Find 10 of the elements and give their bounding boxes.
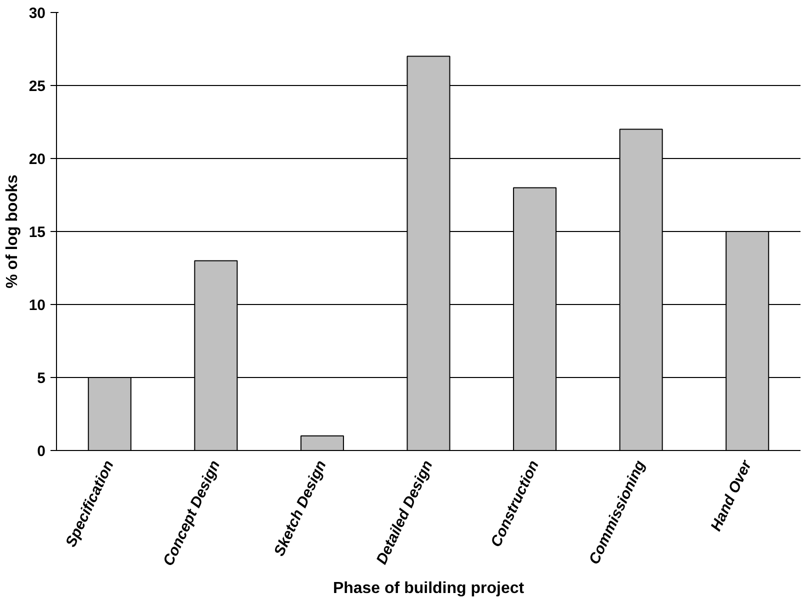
y-tick-label: 30 [28,5,46,22]
y-tick-label: 20 [28,151,46,168]
x-axis-title: Phase of building project [332,580,525,598]
y-tick-label: 10 [28,297,46,314]
x-tick-label: Hand Over [708,456,756,534]
y-tick-label: 15 [28,224,46,241]
y-tick-label: 5 [37,370,46,387]
y-tick-label: 0 [37,443,46,460]
y-tick-label: 25 [28,78,46,95]
y-axis-title: % of log books [4,174,21,288]
